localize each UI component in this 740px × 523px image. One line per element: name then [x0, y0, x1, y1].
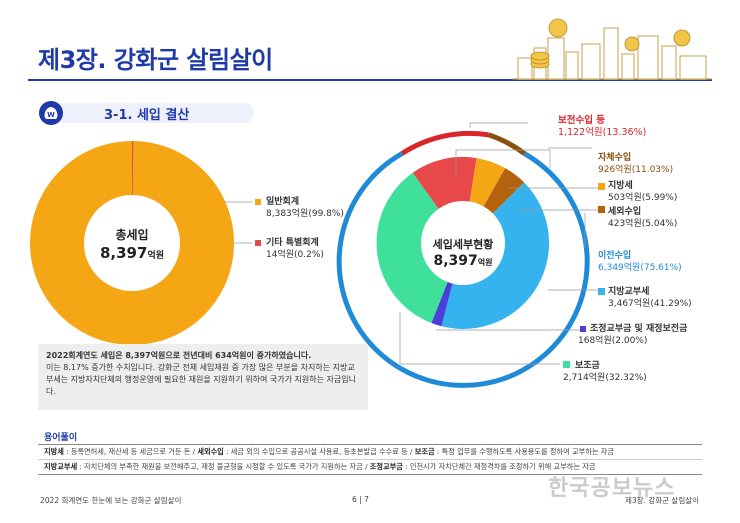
chapter-title: 제3장. 강화군 살림살이 — [38, 46, 273, 74]
summary-box: 2022회계연도 세입은 8,397억원으로 전년대비 634억원이 증가하였습… — [38, 344, 368, 410]
city-skyline-illustration — [512, 18, 712, 80]
label-reserve-name: 보전수입 등 — [558, 115, 606, 126]
detail-revenue-value-wrap: 8,397억원 — [411, 253, 515, 269]
label-transfer-value: 6,349억원(75.61%) — [598, 263, 682, 273]
glossary-mid-rule — [38, 459, 702, 460]
detail-revenue-value: 8,397 — [433, 253, 478, 269]
title-divider — [28, 79, 712, 81]
def-subsidy: : 특정 업무를 수행하도록 사용용도를 정하여 교부하는 자금 — [434, 447, 615, 456]
glossary-row-1: 지방세 : 등록면허세, 재산세 등 세금으로 거둔 돈 / 세외수입 : 세금… — [44, 447, 614, 457]
label-local-tax-value: 503억원(5.99%) — [608, 193, 678, 203]
label-local-grant-tax: 지방교부세 3,467억원(41.29%) — [608, 286, 692, 310]
label-adjustment-grant-value: 168억원(2.00%) — [578, 336, 648, 346]
label-local-tax-name: 지방세 — [608, 181, 633, 191]
label-local-tax: 지방세 503억원(5.99%) — [608, 180, 677, 204]
label-adjustment-grant-name: 조정교부금 및 재정보전금 — [590, 324, 688, 334]
label-local-grant-tax-name: 지방교부세 — [608, 287, 650, 297]
outer-ring-transfer — [336, 151, 590, 388]
total-revenue-donut — [30, 140, 234, 345]
section-bar: W — [39, 101, 254, 125]
total-revenue-value: 8,397 — [99, 244, 148, 262]
footer-title: 2022 회계연도 한눈에 보는 강화군 살림살이 — [40, 496, 182, 505]
footer-chapter: 제3장. 강화군 살림살이 — [625, 496, 700, 505]
label-nontax-name: 세외수입 — [608, 207, 642, 217]
summary-line-1: 2022회계연도 세입은 8,397억원으로 전년대비 634억원이 증가하였습… — [46, 350, 360, 362]
label-nontax-value: 423억원(5.04%) — [608, 219, 678, 229]
revenue-detail-outer-ring — [336, 130, 590, 388]
page-numbers: 6 | 7 — [352, 495, 369, 504]
term-nontax: 세외수입 — [197, 447, 224, 456]
legend-general-account: 일반회계 8,383억원(99.8%) — [266, 196, 344, 220]
svg-text:W: W — [47, 111, 55, 119]
label-adjustment-grant: 조정교부금 및 재정보전금 168억원(2.00%) — [578, 323, 688, 347]
total-revenue-unit: 억원 — [147, 251, 164, 261]
outer-ring-reserve — [400, 130, 489, 156]
label-subsidy-name: 보조금 — [575, 361, 600, 371]
label-nontax: 세외수입 423억원(5.04%) — [608, 206, 677, 230]
money-bag-icon: W — [44, 107, 58, 119]
term-local-grant-tax: 지방교부세 — [44, 462, 78, 471]
slice-subsidy — [376, 172, 463, 323]
def-nontax: : 세금 외의 수입으로 공공시설 사용료, 등초본발급 수수료 등 / — [223, 447, 415, 456]
summary-rest: 이는 8.17% 증가한 수치입니다. 강화군 전체 세입재원 중 가장 많은 … — [46, 363, 356, 396]
legend-special-account-name: 기타 특별회계 — [266, 238, 319, 248]
label-subsidy: 보조금 2,714억원(32.32%) — [563, 360, 647, 384]
label-transfer-name: 이전수입 — [598, 251, 632, 261]
label-reserve: 보전수입 등 1,122억원(13.36%) — [558, 115, 646, 139]
glossary-heading: 용어풀이 — [44, 433, 78, 443]
def-local-grant-tax: : 자치단체의 부족한 재원을 보전해주고, 재정 불균형을 시정할 수 있도록… — [77, 462, 370, 471]
glossary-row-2: 지방교부세 : 자치단체의 부족한 재원을 보전해주고, 재정 불균형을 시정할… — [44, 462, 595, 472]
label-local-grant-tax-value: 3,467억원(41.29%) — [608, 299, 692, 309]
label-subsidy-value: 2,714억원(32.32%) — [563, 373, 647, 383]
glossary-bottom-rule — [38, 474, 702, 475]
label-own-revenue-value: 926억원(11.03%) — [598, 165, 674, 175]
legend-general-account-name: 일반회계 — [266, 197, 300, 207]
def-local-tax: : 등록면허세, 재산세 등 세금으로 거둔 돈 / — [63, 447, 198, 456]
label-own-revenue: 자체수입 926억원(11.03%) — [598, 152, 673, 176]
legend-general-account-value: 8,383억원(99.8%) — [266, 209, 344, 219]
section-title: 3-1. 세입 결산 — [104, 108, 190, 123]
term-adjustment-grant: 조정교부금 — [369, 462, 403, 471]
outer-ring-own — [487, 132, 526, 156]
detail-revenue-unit: 억원 — [477, 258, 493, 267]
term-subsidy: 보조금 — [414, 447, 435, 456]
glossary-top-rule — [38, 444, 702, 445]
legend-special-account-value: 14억원(0.2%) — [266, 250, 324, 260]
def-adjustment-grant: : 인천시가 자치단체간 재정격차를 조정하기 위해 교부하는 자금 — [402, 462, 596, 471]
legend-special-account: 기타 특별회계 14억원(0.2%) — [266, 237, 324, 261]
watermark: 한국공보뉴스 — [548, 476, 676, 501]
total-revenue-title: 총세입 — [115, 228, 149, 242]
revenue-detail-inner-pie — [376, 156, 550, 329]
label-reserve-value: 1,122억원(13.36%) — [558, 127, 647, 138]
label-transfer: 이전수입 6,349억원(75.61%) — [598, 250, 682, 274]
term-local-tax: 지방세 — [44, 447, 64, 456]
summary-bold: 2022회계연도 세입은 8,397억원으로 전년대비 634억원이 증가하였습… — [46, 351, 312, 360]
detail-revenue-title: 세입세부현황 — [432, 238, 494, 251]
total-revenue-value-wrap: 8,397억원 — [82, 244, 182, 262]
label-own-revenue-name: 자체수입 — [598, 153, 632, 163]
